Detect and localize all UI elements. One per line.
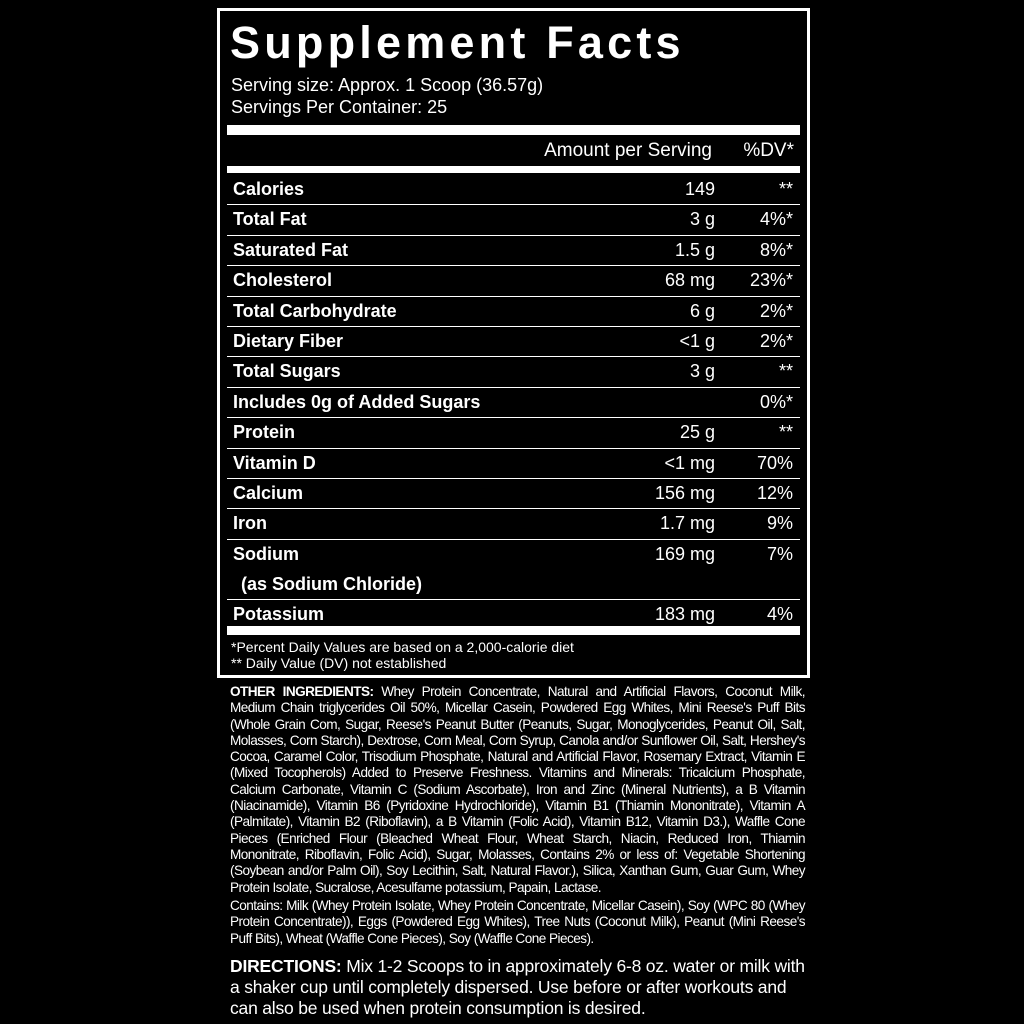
nutrient-table: Calories 149 ** Total Fat 3 g 4%* Saturated Fa… <box>227 175 800 630</box>
nutrient-name: Iron <box>233 513 267 534</box>
thick-divider <box>227 166 800 173</box>
thick-divider <box>227 626 800 635</box>
nutrient-name: Dietary Fiber <box>233 330 344 351</box>
nutrient-amount: <1 g <box>679 330 715 351</box>
serving-size: Serving size: Approx. 1 Scoop (36.57g) <box>231 75 544 95</box>
nutrient-row: Includes 0g of Added Sugars 0%* <box>227 388 800 419</box>
footnote-dv: *Percent Daily Values are based on a 2,0… <box>231 639 574 655</box>
nutrient-row: Dietary Fiber <1 g 2%* <box>227 327 800 358</box>
nutrient-dv: 4%* <box>759 209 793 230</box>
supplement-facts-panel: Supplement Facts Serving size: Approx. 1… <box>217 8 810 678</box>
directions-text: Mix 1-2 Scoops to in approximately 6-8 o… <box>230 956 805 1018</box>
nutrient-row: Total Fat 3 g 4%* <box>227 205 800 236</box>
nutrient-name: Calories <box>233 179 305 199</box>
nutrient-row: Iron 1.7 mg 9% <box>227 509 800 540</box>
nutrient-name: Protein <box>233 422 296 443</box>
nutrient-dv: 8%* <box>759 239 793 260</box>
nutrient-amount: 3 g <box>689 361 715 382</box>
column-header: Amount per Serving %DV* <box>227 138 800 164</box>
nutrient-dv: ** <box>778 422 793 443</box>
nutrient-name: Vitamin D <box>233 452 316 473</box>
nutrient-amount: 6 g <box>689 300 715 321</box>
nutrient-dv: 4% <box>766 604 793 625</box>
nutrient-amount: 3 g <box>689 209 715 230</box>
nutrient-dv: 2%* <box>759 330 793 351</box>
nutrient-name: Total Fat <box>233 209 307 230</box>
nutrient-amount: 183 mg <box>654 604 715 625</box>
other-ingredients: OTHER INGREDIENTS: Whey Protein Concentr… <box>230 684 806 896</box>
panel-title: Supplement Facts <box>230 17 685 68</box>
nutrient-dv: 70% <box>756 452 793 473</box>
nutrient-row: Calories 149 ** <box>227 175 800 206</box>
nutrient-dv: 2%* <box>759 300 793 321</box>
nutrient-row: Total Sugars 3 g ** <box>227 357 800 388</box>
nutrient-dv: 7% <box>766 543 793 564</box>
nutrient-row: Sodium (as Sodium Chloride) 169 mg 7% <box>227 540 800 601</box>
allergen-contains: Contains: Milk (Whey Protein Isolate, Wh… <box>230 898 806 946</box>
nutrient-dv: ** <box>778 179 793 199</box>
nutrient-row: Calcium 156 mg 12% <box>227 479 800 510</box>
other-ingredients-text: Whey Protein Concentrate, Natural and Ar… <box>230 684 806 895</box>
nutrient-amount: 156 mg <box>654 482 715 503</box>
nutrient-amount: 1.5 g <box>674 239 715 260</box>
nutrient-name: Includes 0g of Added Sugars <box>233 391 481 412</box>
nutrient-name: Sodium <box>233 543 299 564</box>
dv-header: %DV* <box>743 140 794 161</box>
nutrient-row: Cholesterol 68 mg 23%* <box>227 266 800 297</box>
nutrient-dv: 0%* <box>759 391 793 412</box>
other-ingredients-label: OTHER INGREDIENTS: <box>230 684 374 699</box>
nutrient-dv: 9% <box>766 513 793 534</box>
nutrient-name: Calcium <box>233 482 304 503</box>
nutrient-amount: 169 mg <box>654 543 715 564</box>
amount-header: Amount per Serving <box>544 140 712 161</box>
nutrient-dv: 12% <box>756 482 793 503</box>
nutrient-name: Total Sugars <box>233 361 341 382</box>
nutrient-row: Vitamin D <1 mg 70% <box>227 449 800 479</box>
directions-label: DIRECTIONS: <box>230 956 342 976</box>
footnote-not-established: ** Daily Value (DV) not established <box>231 655 447 671</box>
nutrient-row: Saturated Fat 1.5 g 8%* <box>227 236 800 267</box>
nutrient-row: Potassium 183 mg 4% <box>227 600 800 629</box>
nutrient-amount: <1 mg <box>664 452 715 473</box>
nutrient-amount: 149 <box>684 179 715 199</box>
nutrient-row: Total Carbohydrate 6 g 2%* <box>227 297 800 327</box>
nutrient-name: Total Carbohydrate <box>233 300 397 321</box>
nutrient-name: Saturated Fat <box>233 239 349 260</box>
nutrient-amount: 68 mg <box>664 270 715 291</box>
nutrient-row: Protein 25 g ** <box>227 418 800 449</box>
nutrient-dv: ** <box>778 361 793 382</box>
nutrient-name: Cholesterol <box>233 270 333 291</box>
nutrient-subname: (as Sodium Chloride) <box>241 573 423 594</box>
thick-divider <box>227 125 800 135</box>
directions: DIRECTIONS: Mix 1-2 Scoops to in approxi… <box>230 956 805 1019</box>
servings-per-container: Servings Per Container: 25 <box>231 97 448 117</box>
nutrient-amount: 1.7 mg <box>659 513 715 534</box>
nutrient-dv: 23%* <box>749 270 793 291</box>
nutrient-amount: 25 g <box>679 422 715 443</box>
nutrient-name: Potassium <box>233 604 325 625</box>
